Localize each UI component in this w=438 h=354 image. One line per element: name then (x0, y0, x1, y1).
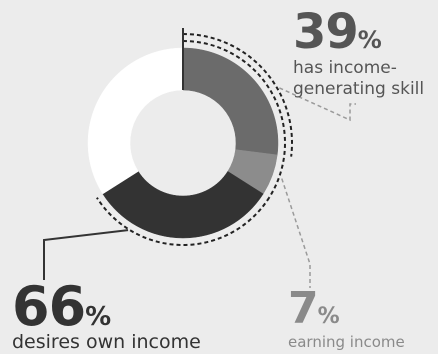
leader-desire (43, 229, 129, 280)
label-desire-text: desires own income (12, 331, 201, 353)
leader-skill (279, 87, 356, 122)
dashed-arc-skill (182, 33, 293, 157)
label-earning-pct: % (317, 304, 340, 329)
label-skill: 39% has income-generating skill (293, 8, 433, 100)
label-skill-number: 39 (293, 4, 359, 60)
donut-slice-0 (182, 47, 279, 156)
dashed-arc-inner (182, 40, 286, 199)
donut-slice-2 (102, 171, 264, 239)
label-skill-text: has income-generating skill (293, 58, 425, 99)
label-desire-number: 66 (12, 275, 86, 338)
donut-slice-3 (87, 47, 184, 195)
label-desire-pct: % (85, 302, 112, 332)
leader-earning (281, 178, 311, 288)
dashed-arc-desire (96, 197, 270, 246)
label-earning-text: earning income (288, 333, 405, 351)
label-desire: 66% desires own income (12, 280, 201, 353)
label-earning: 7% earning income (288, 287, 405, 352)
label-earning-number: 7 (288, 283, 319, 334)
label-skill-pct: % (357, 26, 382, 54)
